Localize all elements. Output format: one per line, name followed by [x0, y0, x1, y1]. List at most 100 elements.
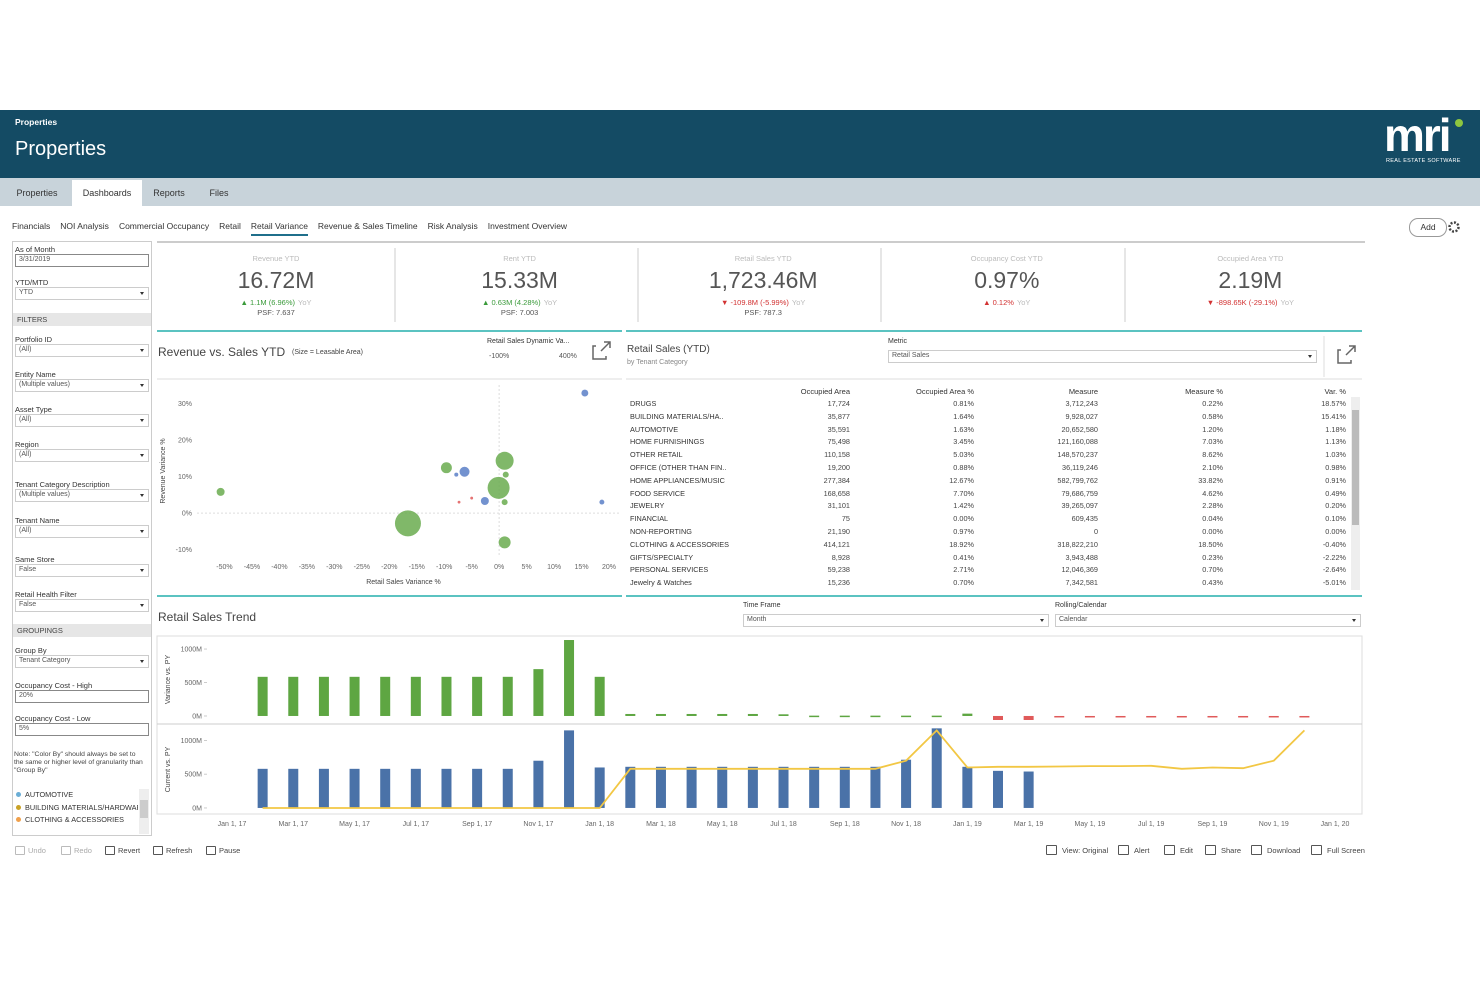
dashboard-tab[interactable]: Investment Overview: [487, 221, 568, 231]
kpi-title: Retail Sales YTD: [734, 254, 792, 263]
table-cell: 7.70%: [953, 488, 974, 498]
toolbar-icon[interactable]: [1311, 845, 1322, 855]
tab[interactable]: Reports: [153, 188, 185, 198]
legend-scroll-thumb[interactable]: [140, 800, 148, 818]
y-tick-label: 0M: [192, 713, 202, 720]
table-cell: 0.88%: [953, 463, 974, 472]
text-input[interactable]: 3/31/2019: [15, 254, 149, 267]
dropdown[interactable]: (All): [15, 414, 149, 427]
table-cell: 0.70%: [1202, 565, 1223, 575]
table-cell: 609,435: [1071, 514, 1098, 524]
legend-label: AUTOMOTIVE: [25, 790, 74, 799]
kpi-title: Revenue YTD: [252, 254, 300, 263]
table-subtitle: by Tenant Category: [627, 359, 688, 366]
toolbar-icon[interactable]: [1046, 845, 1057, 855]
dashboard-tab[interactable]: Revenue & Sales Timeline: [317, 221, 418, 231]
dropdown[interactable]: (Multiple values): [15, 489, 149, 502]
dashboard-tab[interactable]: Financials: [12, 221, 51, 231]
toolbar-icon[interactable]: [1164, 845, 1175, 855]
external-link-icon[interactable]: [1337, 345, 1356, 364]
toolbar-icon[interactable]: [1118, 845, 1129, 855]
text-input[interactable]: 5%: [15, 723, 149, 736]
control-label: Tenant Category Description: [15, 480, 110, 489]
bar: [441, 676, 452, 716]
gear-ring: [1448, 221, 1460, 233]
dropdown[interactable]: Tenant Category: [15, 655, 149, 668]
kpi-change-row: ▼ -109.8M (-5.99%) YoY: [644, 298, 882, 307]
table-cell: 2.71%: [953, 565, 974, 575]
dashboard-tab[interactable]: Risk Analysis: [427, 221, 478, 231]
table-cell: 7,342,581: [1065, 578, 1098, 588]
settings-gear[interactable]: [1448, 221, 1460, 233]
tab[interactable]: Dashboards: [72, 180, 142, 206]
dropdown[interactable]: Retail Sales: [888, 350, 1317, 363]
control-value: Calendar: [1059, 616, 1088, 623]
x-tick-label: Mar 1, 18: [646, 821, 676, 828]
legend-label: CLOTHING & ACCESSORIES: [25, 815, 124, 824]
bar: [380, 768, 391, 808]
y-tick-label: 0M: [192, 805, 202, 812]
add-button[interactable]: Add: [1409, 218, 1447, 237]
toolbar-icon[interactable]: [105, 846, 115, 855]
kpi-change-row: ▼ -898.65K (-29.1%) YoY: [1131, 298, 1369, 307]
dropdown[interactable]: False: [15, 564, 149, 577]
toolbar-icon[interactable]: [61, 846, 71, 855]
dropdown[interactable]: (All): [15, 449, 149, 462]
toolbar-button[interactable]: Download: [1267, 846, 1301, 855]
dashboard-tab[interactable]: NOI Analysis: [60, 221, 109, 231]
dropdown[interactable]: Month: [743, 614, 1049, 627]
kpi-value: 15.33M: [481, 267, 558, 293]
dropdown[interactable]: YTD: [15, 287, 149, 300]
x-tick-label: May 1, 18: [707, 821, 738, 828]
table-cell: 2.28%: [1202, 501, 1223, 511]
toolbar-button[interactable]: Alert: [1134, 846, 1150, 855]
x-tick-label: May 1, 19: [1075, 821, 1106, 828]
toolbar-button[interactable]: Revert: [118, 846, 141, 855]
scatter-point: [216, 487, 225, 496]
x-tick-label: -45%: [244, 564, 260, 571]
control-value: YTD: [19, 289, 33, 296]
color-legend-max: 400%: [559, 353, 577, 360]
text-input[interactable]: 20%: [15, 690, 149, 703]
bar: [747, 766, 758, 808]
control-value: 3/31/2019: [19, 256, 51, 263]
control-value: (All): [19, 451, 32, 458]
y-axis-label: Variance vs. PY: [165, 655, 172, 705]
toolbar-button[interactable]: Share: [1221, 846, 1242, 855]
dashboard-tab[interactable]: Commercial Occupancy: [118, 221, 210, 231]
toolbar-icon[interactable]: [1251, 845, 1262, 855]
toolbar-button[interactable]: Pause: [219, 846, 241, 855]
toolbar-button[interactable]: View: Original: [1062, 846, 1109, 855]
dropdown[interactable]: (All): [15, 344, 149, 357]
toolbar-icon[interactable]: [153, 846, 163, 855]
dropdown[interactable]: Calendar: [1055, 614, 1361, 627]
dashboard-tab[interactable]: Retail: [219, 221, 241, 231]
external-link-icon[interactable]: [592, 341, 611, 360]
bar: [931, 715, 942, 718]
table-cell: 0.98%: [1325, 463, 1346, 472]
x-tick-label: -5%: [465, 564, 477, 571]
toolbar-button[interactable]: Undo: [28, 846, 46, 855]
table-cell: 1.20%: [1202, 424, 1223, 434]
row-label: HOME FURNISHINGS: [630, 437, 705, 447]
bar: [870, 766, 881, 808]
dashboard-tab[interactable]: Retail Variance: [250, 221, 308, 236]
control-label: As of Month: [15, 245, 56, 254]
toolbar-icon[interactable]: [15, 846, 25, 855]
dropdown[interactable]: (All): [15, 525, 149, 538]
toolbar-button[interactable]: Edit: [1180, 846, 1193, 855]
kpi-value: 0.97%: [974, 267, 1040, 293]
toolbar-button[interactable]: Full Screen: [1327, 846, 1365, 855]
toolbar-button[interactable]: Refresh: [166, 846, 193, 855]
toolbar-button[interactable]: Redo: [74, 846, 92, 855]
tab[interactable]: Files: [209, 188, 229, 198]
dropdown-arrow: [1352, 619, 1356, 622]
dropdown[interactable]: (Multiple values): [15, 379, 149, 392]
table-scroll-thumb[interactable]: [1352, 410, 1359, 525]
x-tick-label: Jul 1, 18: [770, 821, 797, 828]
toolbar-icon[interactable]: [1205, 845, 1216, 855]
toolbar-icon[interactable]: [206, 846, 216, 855]
tab[interactable]: Properties: [16, 188, 58, 198]
dropdown[interactable]: False: [15, 599, 149, 612]
